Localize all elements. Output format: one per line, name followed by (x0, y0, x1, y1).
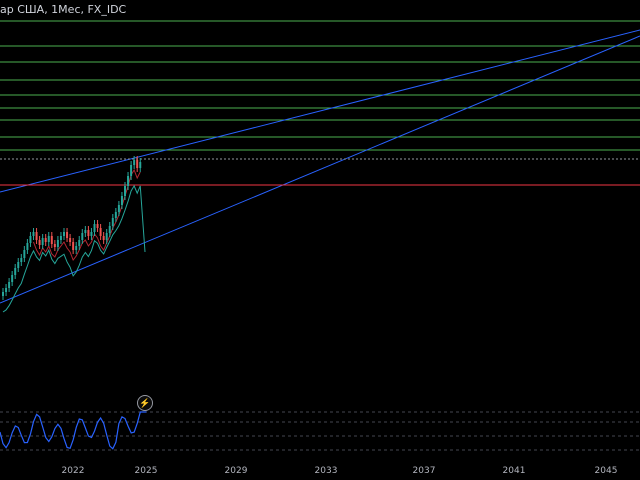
candle-body (105, 233, 108, 240)
candle-body (14, 268, 17, 275)
candle-body (11, 275, 14, 282)
candle-body (96, 224, 99, 228)
candle-body (44, 238, 47, 242)
candle-body (53, 244, 56, 247)
candle-body (50, 236, 53, 244)
candle-body (111, 218, 114, 226)
candle-body (2, 292, 4, 296)
oscillator-line (0, 411, 147, 450)
candle-body (75, 246, 78, 250)
candle-body (99, 228, 102, 236)
candle-body (35, 232, 38, 240)
candle-body (93, 224, 96, 232)
trendlines (0, 29, 640, 304)
candle-body (38, 240, 41, 245)
candle-body (8, 282, 11, 288)
candle-body (20, 258, 23, 262)
chart-title: ар США, 1Мес, FX_IDC (0, 3, 127, 16)
candle-body (26, 243, 29, 250)
moving-average (33, 168, 141, 262)
price-candles (2, 156, 142, 300)
candle-body (5, 288, 8, 292)
candle-body (78, 240, 81, 246)
candle-body (127, 176, 130, 186)
candle-body (108, 226, 111, 233)
candle-body (136, 160, 139, 168)
candle-body (84, 230, 87, 233)
candle-body (124, 186, 126, 196)
lower-band (2, 184, 146, 313)
candle-body (130, 165, 133, 176)
candle-body (32, 232, 35, 236)
x-tick-label: 2029 (224, 466, 248, 476)
x-tick-label: 2045 (594, 466, 618, 476)
upper-trendline (0, 29, 640, 193)
bollinger-bands (2, 168, 146, 313)
horizontal-levels (0, 20, 640, 151)
candle-body (133, 160, 136, 165)
candle-body (47, 236, 50, 242)
x-tick-label: 2022 (61, 466, 85, 476)
time-axis: 2022 2025 2029 2033 2037 2041 2045 (0, 466, 640, 480)
candle-body (63, 232, 65, 236)
candle-body (90, 232, 93, 236)
x-tick-label: 2037 (412, 466, 436, 476)
candle-body (59, 236, 62, 240)
candle-body (139, 162, 142, 168)
candle-body (114, 212, 117, 218)
candle-body (56, 240, 59, 247)
candle-body (41, 238, 44, 245)
x-tick-label: 2033 (314, 466, 338, 476)
x-tick-label: 2025 (134, 466, 158, 476)
candle-body (29, 236, 32, 243)
candle-body (72, 242, 75, 250)
candle-body (81, 233, 84, 240)
candle-body (117, 205, 120, 212)
candle-body (87, 230, 90, 236)
oscillator-pane (0, 411, 640, 451)
candle-body (17, 262, 20, 268)
candle-body (66, 232, 69, 238)
x-tick-label: 2041 (502, 466, 526, 476)
candle-body (23, 250, 26, 258)
lower-trendline (0, 35, 640, 304)
candle-body (69, 238, 72, 242)
candle-body (120, 196, 123, 205)
candle-body (102, 236, 105, 240)
lightning-icon[interactable]: ⚡ (137, 395, 153, 411)
